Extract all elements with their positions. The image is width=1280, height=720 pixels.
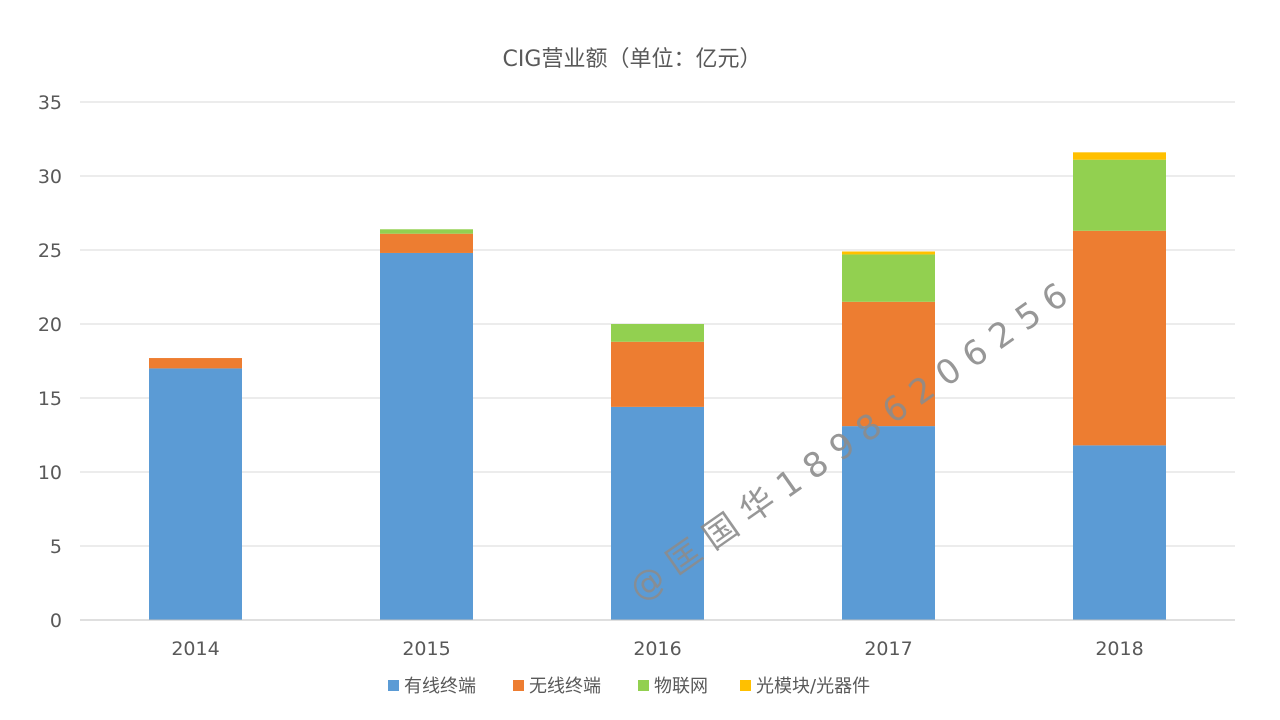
y-tick-label: 0 [50, 610, 62, 632]
bar-segment [1073, 230, 1166, 446]
x-tick-label: 2017 [864, 638, 912, 660]
y-tick-label: 20 [38, 314, 62, 336]
legend-label: 光模块/光器件 [756, 676, 870, 697]
x-tick-label: 2016 [633, 638, 681, 660]
bar-segment [611, 324, 704, 342]
bar-segment [842, 254, 935, 302]
bar-segment [380, 233, 473, 253]
bar-segment [380, 229, 473, 234]
x-tick-label: 2014 [171, 638, 219, 660]
bars [149, 152, 1166, 620]
legend-swatch [513, 680, 524, 691]
legend-swatch [638, 680, 649, 691]
x-axis-ticks: 2014 2015 2016 2017 2018 [171, 638, 1143, 660]
bar-segment [149, 368, 242, 620]
legend: 有线终端 无线终端 物联网 光模块/光器件 [388, 676, 870, 697]
y-tick-label: 30 [38, 166, 62, 188]
legend-label: 物联网 [654, 676, 708, 697]
legend-swatch [388, 680, 399, 691]
bar-segment [611, 406, 704, 620]
bar-segment [1073, 445, 1166, 620]
x-tick-label: 2018 [1095, 638, 1143, 660]
y-tick-label: 15 [38, 388, 62, 410]
bar-segment [842, 301, 935, 427]
y-axis-ticks: 0 5 10 15 20 25 30 35 [38, 92, 62, 632]
bar-segment [611, 341, 704, 407]
chart-title: CIG营业额（单位：亿元） [503, 47, 762, 72]
y-tick-label: 35 [38, 92, 62, 114]
y-tick-label: 10 [38, 462, 62, 484]
bar-segment [842, 251, 935, 255]
legend-label: 无线终端 [529, 676, 601, 697]
bar-segment [380, 252, 473, 620]
legend-swatch [740, 680, 751, 691]
x-tick-label: 2015 [402, 638, 450, 660]
y-tick-label: 25 [38, 240, 62, 262]
y-tick-label: 5 [50, 536, 62, 558]
legend-label: 有线终端 [404, 676, 476, 697]
bar-segment [149, 358, 242, 369]
bar-segment [842, 426, 935, 620]
bar-segment [1073, 159, 1166, 231]
bar-segment [1073, 152, 1166, 160]
